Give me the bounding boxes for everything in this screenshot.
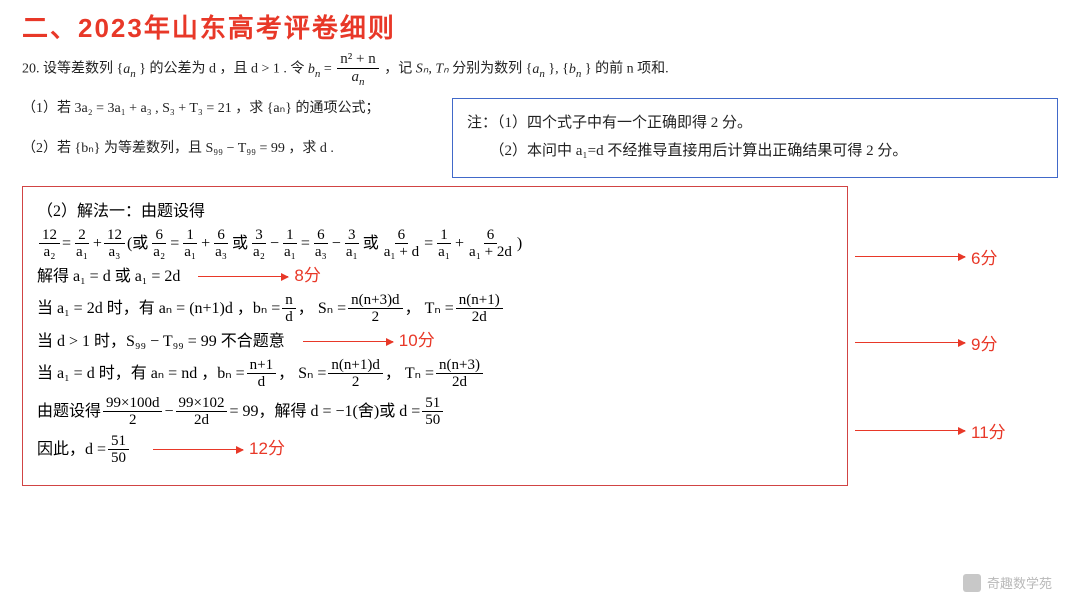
solution-row-7: 因此，d = 5150 12分 (37, 433, 833, 467)
subq-1: （1）若 3a₂ = 3a₁ + a₃ , S₃ + T₃ = 21 ，求 {a… (22, 98, 442, 120)
arrow-icon (855, 430, 965, 431)
score-11: 11分 (971, 418, 1006, 443)
solution-box: （2）解法一：由题设得 12a₂ = 2a₁ + 12a₃ (或 6a₂ = 1… (22, 186, 848, 485)
problem-number: 20. (22, 62, 40, 77)
solution-row-2: 解得 a₁ = d 或 a₁ = 2d 8分 (37, 265, 833, 288)
solution-row-6: 由题设得 99×100d2 − 99×1022d = 99，解得 d = −1(… (37, 395, 833, 429)
score-12: 12分 (249, 438, 285, 461)
arrow-icon (198, 276, 288, 277)
solution-row-3: 当 a₁ = 2d 时，有 aₙ = (n+1)d ， bₙ = nd ， Sₙ… (37, 292, 833, 326)
note-line-2: （2）本问中 a₁=d 不经推导直接用后计算出正确结果可得 2 分。 (467, 137, 1043, 166)
score-10: 10分 (399, 330, 435, 353)
solution-row-5: 当 a₁ = d 时，有 aₙ = nd ， bₙ = n+1d ， Sₙ = … (37, 357, 833, 391)
subquestions: （1）若 3a₂ = 3a₁ + a₃ , S₃ + T₃ = 21 ，求 {a… (22, 98, 442, 179)
arrow-icon (855, 342, 965, 343)
watermark: 奇趣数学苑 (963, 573, 1052, 592)
fraction-bn-def: n² + n an (337, 51, 378, 88)
rubric-note-box: 注：（1）四个式子中有一个正确即得 2 分。 （2）本问中 a₁=d 不经推导直… (452, 98, 1058, 179)
wechat-icon (963, 574, 981, 592)
solution-row-4: 当 d > 1 时，S₉₉ − T₉₉ = 99 不合题意 10分 (37, 330, 833, 353)
mid-row: （1）若 3a₂ = 3a₁ + a₃ , S₃ + T₃ = 21 ，求 {a… (22, 98, 1058, 179)
score-6: 6分 (971, 244, 997, 269)
note-line-1: 注：（1）四个式子中有一个正确即得 2 分。 (467, 109, 1043, 138)
arrow-icon (153, 449, 243, 450)
score-9: 9分 (971, 330, 997, 355)
solution-row-1: 12a₂ = 2a₁ + 12a₃ (或 6a₂ = 1a₁ + 6a₃ 或 3… (37, 227, 833, 261)
subq-2: （2）若 {bₙ} 为等差数列，且 S₉₉ − T₉₉ = 99 ，求 d . (22, 138, 442, 160)
arrow-icon (855, 256, 965, 257)
score-8: 8分 (294, 265, 320, 288)
watermark-text: 奇趣数学苑 (987, 573, 1052, 592)
section-title: 二、2023年山东高考评卷细则 (22, 8, 1058, 45)
problem-statement: 20. 设等差数列 {an } 的公差为 d ，且 d > 1 . 令 bn =… (22, 51, 1058, 88)
solution-header: （2）解法一：由题设得 (37, 201, 833, 223)
arrow-icon (303, 341, 393, 342)
